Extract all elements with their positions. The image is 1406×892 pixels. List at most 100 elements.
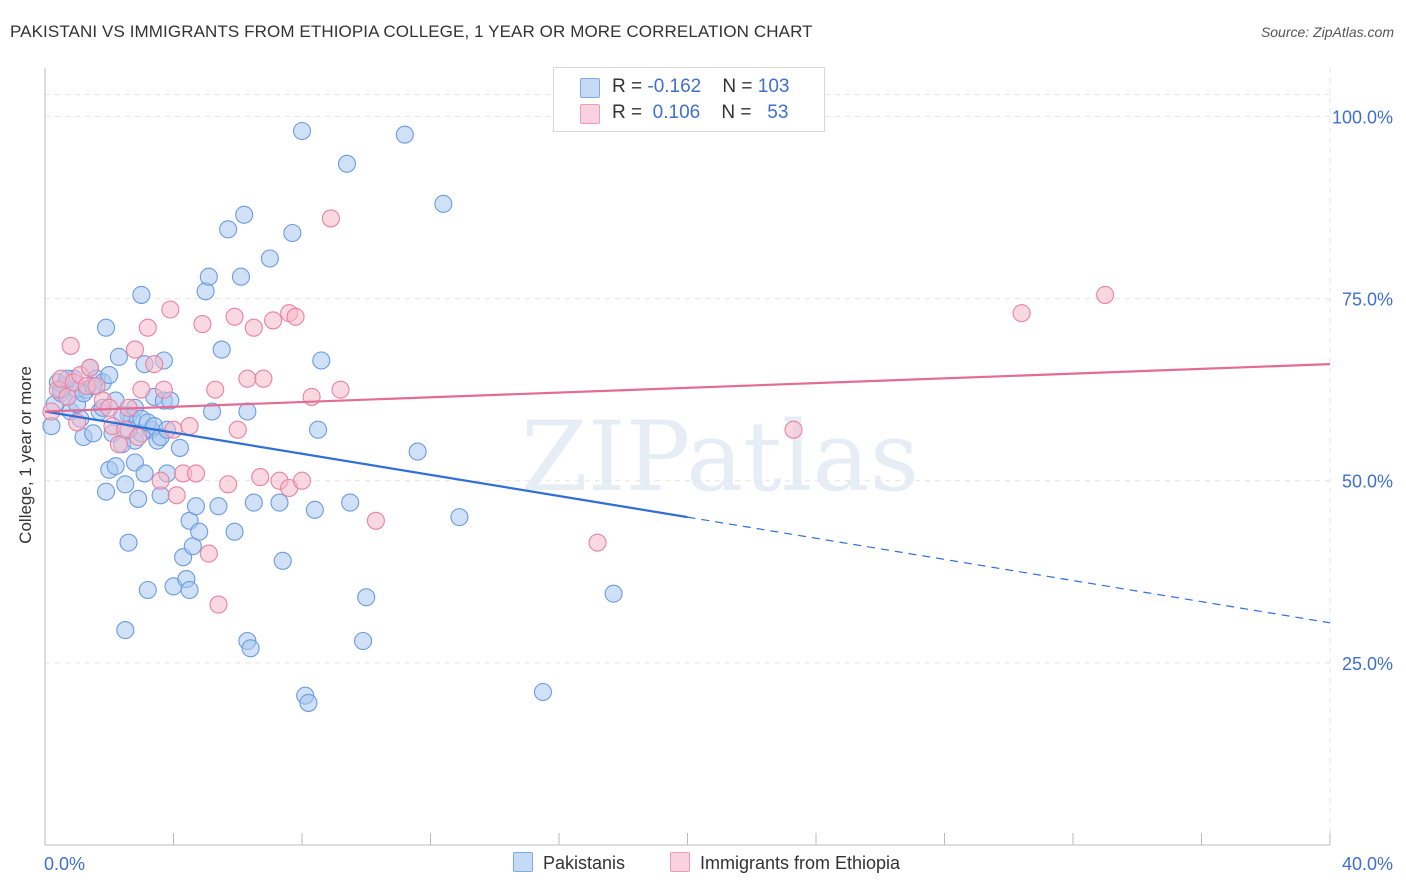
point-ethiopia bbox=[180, 417, 199, 436]
point-ethiopia bbox=[784, 420, 803, 439]
point-ethiopia bbox=[366, 511, 385, 530]
chart-title: PAKISTANI VS IMMIGRANTS FROM ETHIOPIA CO… bbox=[10, 22, 813, 41]
point-ethiopia bbox=[1012, 304, 1031, 323]
point-pakistanis bbox=[604, 584, 623, 603]
point-ethiopia bbox=[321, 209, 340, 228]
legend-r-label: R = bbox=[612, 102, 648, 123]
point-ethiopia bbox=[145, 355, 164, 374]
point-ethiopia bbox=[292, 471, 312, 490]
point-pakistanis bbox=[273, 551, 292, 570]
point-pakistanis bbox=[353, 631, 373, 651]
point-pakistanis bbox=[357, 588, 376, 607]
legend-label-ethiopia: Immigrants from Ethiopia bbox=[700, 853, 901, 873]
y-tick-label: 50.0% bbox=[1342, 472, 1393, 492]
legend-swatch-ethiopia bbox=[580, 104, 600, 124]
point-pakistanis bbox=[212, 340, 231, 359]
point-ethiopia bbox=[238, 369, 257, 388]
y-tick-label: 25.0% bbox=[1342, 654, 1393, 674]
point-ethiopia bbox=[219, 475, 238, 494]
data-points bbox=[42, 121, 1115, 712]
point-ethiopia bbox=[61, 336, 80, 355]
point-pakistanis bbox=[100, 366, 119, 385]
point-pakistanis bbox=[119, 533, 138, 552]
legend-r-label: R = bbox=[612, 76, 648, 97]
point-ethiopia bbox=[244, 318, 263, 337]
point-ethiopia bbox=[80, 358, 100, 377]
point-ethiopia bbox=[206, 380, 225, 399]
point-pakistanis bbox=[341, 493, 360, 512]
point-pakistanis bbox=[231, 267, 251, 286]
legend-swatch-pakistanis bbox=[513, 852, 533, 872]
point-pakistanis bbox=[84, 424, 103, 443]
point-pakistanis bbox=[138, 580, 157, 600]
point-ethiopia bbox=[125, 340, 144, 359]
point-pakistanis bbox=[96, 482, 116, 501]
legend-n-label: N = bbox=[721, 102, 757, 123]
x-tick-label: 40.0% bbox=[1342, 854, 1393, 874]
legend-n-label: N = bbox=[722, 76, 758, 97]
legend-r-value: 0.106 bbox=[652, 102, 701, 123]
point-pakistanis bbox=[305, 500, 324, 519]
legend-swatch-pakistanis bbox=[580, 78, 600, 98]
x-tick-labels: 0.0% 40.0% bbox=[44, 854, 1393, 874]
point-pakistanis bbox=[533, 682, 552, 702]
point-pakistanis bbox=[106, 457, 125, 476]
point-pakistanis bbox=[225, 522, 244, 541]
point-ethiopia bbox=[251, 468, 270, 487]
point-pakistanis bbox=[241, 639, 260, 658]
point-pakistanis bbox=[235, 205, 254, 224]
legend-n-value: 103 bbox=[757, 76, 790, 97]
correlation-legend: R = -0.162 N = 103 R = 0.106 N = 53 bbox=[553, 67, 825, 132]
point-pakistanis bbox=[299, 693, 318, 712]
point-ethiopia bbox=[151, 471, 170, 490]
point-pakistanis bbox=[170, 438, 189, 457]
point-pakistanis bbox=[395, 125, 414, 144]
trend-line-pakistanis-dashed bbox=[687, 516, 1331, 624]
point-pakistanis bbox=[244, 493, 263, 512]
point-pakistanis bbox=[219, 220, 238, 239]
trend-line-pakistanis bbox=[44, 410, 688, 519]
point-pakistanis bbox=[337, 154, 357, 173]
point-pakistanis bbox=[180, 580, 199, 600]
point-ethiopia bbox=[138, 318, 157, 337]
point-pakistanis bbox=[209, 497, 228, 516]
point-ethiopia bbox=[209, 595, 228, 614]
point-ethiopia bbox=[228, 420, 247, 439]
point-ethiopia bbox=[199, 544, 218, 563]
point-ethiopia bbox=[331, 380, 350, 399]
legend-swatch-ethiopia bbox=[670, 852, 690, 872]
point-pakistanis bbox=[199, 267, 218, 286]
point-pakistanis bbox=[238, 402, 257, 421]
trend-lines bbox=[44, 363, 1331, 624]
axes bbox=[44, 68, 1331, 846]
point-pakistanis bbox=[203, 402, 222, 421]
point-ethiopia bbox=[193, 315, 212, 334]
point-ethiopia bbox=[1096, 285, 1115, 304]
point-pakistanis bbox=[292, 121, 312, 141]
point-pakistanis bbox=[270, 493, 289, 512]
watermark: ZIPatlas bbox=[521, 401, 919, 513]
trend-line-ethiopia bbox=[44, 363, 1331, 413]
bottom-legend-pakistanis: Pakistanis bbox=[513, 852, 625, 874]
point-ethiopia bbox=[154, 380, 173, 399]
y-tick-labels: 25.0% 50.0% 75.0% 100.0% bbox=[1332, 107, 1393, 673]
point-pakistanis bbox=[135, 464, 154, 483]
point-pakistanis bbox=[190, 522, 209, 541]
point-ethiopia bbox=[132, 380, 151, 399]
point-pakistanis bbox=[312, 351, 331, 370]
point-pakistanis bbox=[96, 318, 116, 337]
point-pakistanis bbox=[132, 285, 151, 304]
point-ethiopia bbox=[225, 307, 244, 326]
y-tick-label: 100.0% bbox=[1332, 107, 1393, 127]
x-tick-label: 0.0% bbox=[44, 854, 85, 874]
y-axis-label: College, 1 year or more bbox=[16, 366, 35, 544]
point-ethiopia bbox=[186, 464, 206, 483]
point-pakistanis bbox=[450, 508, 469, 527]
point-ethiopia bbox=[286, 307, 305, 326]
point-pakistanis bbox=[109, 347, 128, 366]
point-pakistanis bbox=[283, 223, 302, 243]
point-pakistanis bbox=[116, 475, 135, 494]
point-ethiopia bbox=[254, 369, 273, 388]
point-ethiopia bbox=[167, 486, 186, 505]
